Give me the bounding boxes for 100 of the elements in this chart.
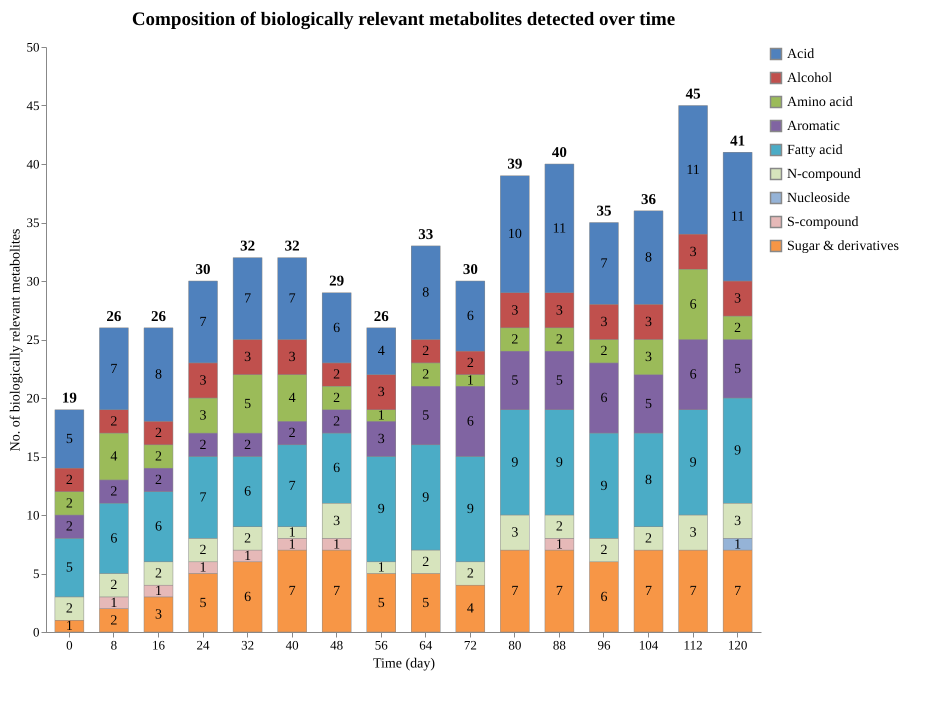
data-label: 2 (556, 332, 563, 348)
data-label: 1 (378, 560, 385, 576)
data-label: 3 (244, 350, 252, 366)
data-label: 7 (244, 292, 252, 307)
total-label: 26 (150, 308, 166, 325)
data-label: 7 (288, 478, 296, 494)
total-label: 45 (686, 86, 701, 102)
chart-title: Composition of biologically relevant metabolites detected over time (132, 9, 676, 30)
data-label: 3 (200, 373, 207, 388)
data-label: 5 (511, 373, 518, 388)
data-label: 2 (466, 356, 474, 371)
data-label: 8 (422, 286, 430, 301)
data-label: 2 (422, 554, 430, 570)
data-label: 1 (110, 596, 118, 611)
data-label: 3 (734, 514, 742, 529)
data-label: 1 (154, 584, 162, 600)
x-tick-label: 48 (330, 638, 344, 652)
data-label: 7 (288, 584, 296, 600)
y-tick-label: 30 (26, 274, 40, 288)
y-tick-label: 10 (26, 508, 40, 522)
y-tick-label: 25 (26, 332, 40, 347)
x-tick-label: 64 (419, 638, 433, 652)
data-label: 2 (66, 602, 73, 617)
y-axis-title: No. of biologically relevant metabolites (8, 228, 24, 452)
data-label: 4 (288, 391, 296, 406)
data-label: 2 (333, 368, 340, 383)
x-tick-label: 24 (196, 638, 210, 652)
data-label: 3 (600, 314, 608, 330)
total-label: 36 (641, 192, 657, 208)
data-label: 2 (244, 438, 252, 453)
data-label: 8 (645, 472, 652, 488)
data-label: 5 (422, 596, 430, 611)
data-label: 9 (422, 490, 430, 506)
data-label: 3 (333, 514, 340, 529)
data-label: 9 (556, 455, 563, 470)
data-label: 9 (600, 478, 608, 494)
data-label: 6 (600, 391, 608, 406)
legend-label: Aromatic (787, 119, 840, 134)
data-label: 3 (511, 526, 518, 541)
data-label: 5 (556, 373, 563, 388)
data-label: 2 (466, 566, 474, 582)
data-label: 7 (690, 584, 697, 600)
data-label: 9 (690, 455, 697, 470)
data-label: 5 (734, 362, 742, 377)
y-tick-label: 5 (33, 566, 40, 581)
data-label: 2 (422, 368, 430, 383)
data-label: 4 (466, 602, 474, 617)
legend-label: Nucleoside (787, 191, 850, 206)
data-label: 1 (466, 373, 474, 388)
y-tick-label: 20 (26, 390, 40, 406)
data-label: 2 (154, 472, 162, 488)
x-tick-label: 16 (152, 638, 166, 652)
data-label: 3 (556, 303, 563, 318)
data-label: 7 (734, 584, 742, 600)
data-label: 3 (378, 432, 385, 447)
data-label: 2 (288, 426, 296, 442)
legend-label: Fatty acid (787, 143, 843, 158)
total-label: 33 (418, 226, 434, 243)
x-tick-label: 120 (728, 638, 748, 652)
x-tick-label: 72 (464, 638, 477, 652)
data-label: 6 (600, 590, 608, 605)
data-label: 2 (66, 520, 73, 535)
legend-label: N-compound (787, 167, 861, 182)
data-label: 2 (154, 566, 162, 582)
legend-label: Sugar & derivatives (787, 239, 899, 254)
total-label: 26 (106, 308, 122, 325)
data-label: 6 (466, 414, 474, 430)
x-tick-label: 32 (241, 638, 254, 652)
data-label: 8 (645, 250, 652, 266)
y-tick-label: 0 (33, 624, 40, 640)
total-label: 32 (240, 238, 256, 255)
data-label: 3 (690, 526, 697, 541)
data-label: 2 (66, 472, 73, 488)
data-label: 3 (511, 303, 518, 318)
data-label: 11 (730, 210, 744, 225)
data-label: 6 (244, 590, 252, 605)
x-tick-label: 96 (597, 638, 611, 652)
data-label: 7 (556, 584, 563, 600)
data-label: 5 (244, 396, 252, 412)
data-label: 6 (110, 531, 118, 546)
data-label: 3 (645, 350, 652, 366)
data-label: 7 (600, 256, 608, 272)
data-label: 2 (154, 450, 162, 464)
data-label: 4 (110, 450, 118, 464)
legend-label: Acid (787, 47, 814, 62)
data-label: 1 (333, 537, 340, 552)
data-label: 2 (154, 426, 162, 442)
data-label: 2 (110, 484, 118, 500)
data-label: 2 (645, 531, 652, 546)
data-label: 2 (200, 543, 207, 558)
data-label: 6 (690, 368, 697, 383)
data-label: 6 (244, 484, 252, 500)
total-label: 35 (596, 204, 612, 220)
legend-label: S-compound (787, 215, 859, 230)
data-label: 11 (686, 162, 700, 178)
data-label: 7 (110, 362, 118, 377)
data-label: 5 (66, 432, 73, 447)
data-label: 9 (511, 455, 518, 470)
data-label: 7 (200, 314, 207, 330)
x-tick-label: 40 (286, 638, 299, 652)
